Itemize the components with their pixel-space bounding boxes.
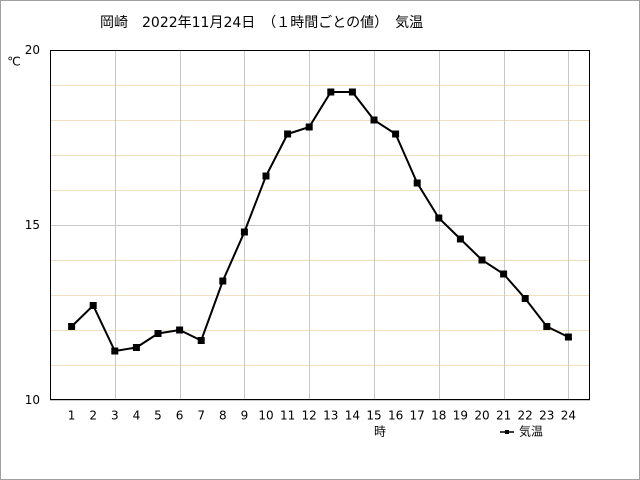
data-point (154, 330, 162, 337)
x-tick-label: 4 (133, 409, 141, 423)
data-point (132, 344, 140, 351)
x-tick-label: 13 (323, 409, 338, 423)
x-tick-label: 8 (219, 409, 227, 423)
data-point (111, 347, 119, 355)
y-tick-label: 20 (25, 43, 40, 57)
x-tick-label: 7 (197, 409, 205, 423)
x-tick-label: 10 (258, 409, 273, 423)
x-tick-label: 2 (89, 409, 97, 423)
data-point (176, 326, 184, 334)
data-point (564, 333, 572, 341)
x-tick-label: 21 (496, 409, 511, 423)
x-tick-label: 22 (518, 409, 533, 423)
data-point (305, 123, 313, 131)
x-tick-label: 14 (345, 409, 360, 423)
data-point (456, 235, 464, 243)
legend-label: 気温 (519, 424, 543, 439)
data-point (89, 302, 97, 309)
data-point (348, 88, 356, 96)
data-point (219, 277, 227, 285)
x-tick-label: 23 (539, 409, 554, 423)
data-point (284, 130, 292, 138)
legend-marker (505, 430, 509, 434)
x-tick-label: 1 (68, 409, 76, 423)
data-line (70, 91, 569, 353)
y-tick-label: 15 (25, 218, 40, 232)
x-tick-label: 9 (241, 409, 249, 423)
x-tick-label: 3 (111, 409, 119, 423)
x-tick-label: 17 (410, 409, 425, 423)
x-tick-label: 20 (474, 409, 489, 423)
data-point (68, 323, 76, 330)
x-tick-label: 5 (154, 409, 162, 423)
x-axis-label: 時 (374, 425, 386, 439)
data-point (197, 337, 205, 344)
data-point (500, 270, 508, 278)
data-point (240, 228, 248, 236)
x-tick-label: 6 (176, 409, 184, 423)
x-tick-label: 12 (302, 409, 317, 423)
data-point (435, 214, 443, 222)
data-point (478, 256, 486, 264)
y-tick-label: 10 (25, 393, 40, 407)
x-tick-label: 19 (453, 409, 468, 423)
x-tick-label: 15 (366, 409, 381, 423)
chart-title: 岡崎 2022年11月24日 （１時間ごとの値） 気温 (100, 15, 423, 31)
data-point (413, 179, 421, 187)
x-tick-label: 24 (561, 409, 576, 423)
x-tick-label: 11 (280, 409, 295, 423)
x-tick-label: 16 (388, 409, 403, 423)
y-axis-label: ℃ (7, 55, 20, 69)
data-point (262, 172, 270, 180)
data-point (543, 323, 551, 330)
data-point (327, 88, 335, 96)
data-point (521, 295, 529, 302)
plot-border (50, 50, 590, 400)
data-point (370, 116, 378, 124)
data-point (392, 130, 400, 138)
x-tick-label: 18 (431, 409, 446, 423)
